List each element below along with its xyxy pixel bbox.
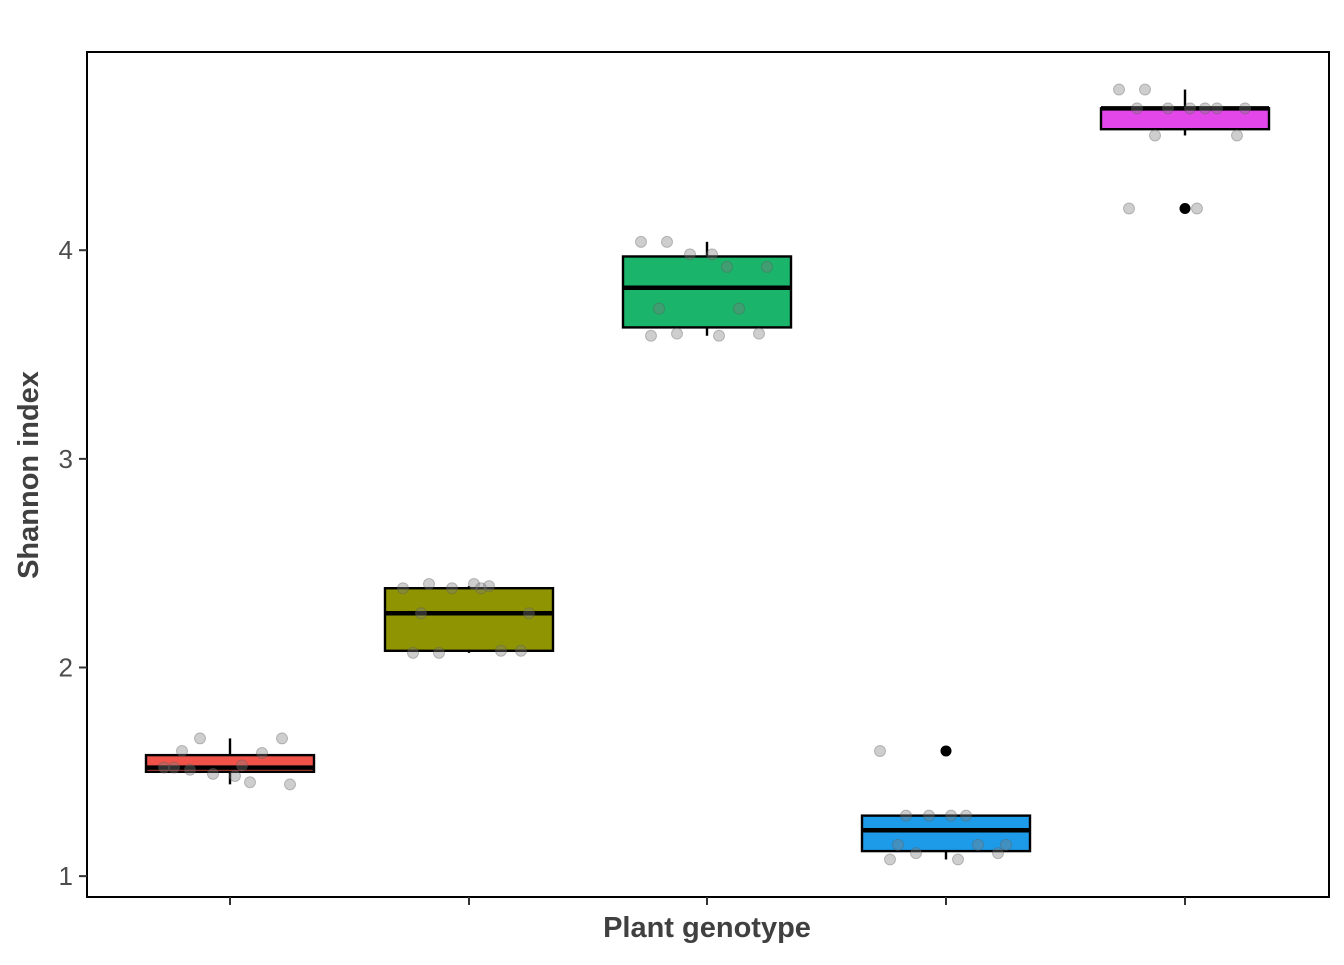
data-point	[874, 744, 886, 757]
data-point	[1191, 202, 1203, 215]
data-point	[945, 809, 957, 822]
data-point	[158, 761, 170, 774]
data-point	[276, 732, 288, 745]
data-point	[992, 847, 1004, 860]
data-point	[1239, 102, 1251, 115]
data-point	[256, 747, 268, 760]
data-point	[446, 582, 458, 595]
data-point	[433, 646, 445, 659]
data-point	[184, 763, 196, 776]
data-point	[1131, 102, 1143, 115]
data-point	[1139, 83, 1151, 96]
data-point	[635, 235, 647, 248]
axes-layer: 1 2 3 4	[59, 51, 1330, 905]
data-point	[423, 578, 435, 591]
data-point	[671, 327, 683, 340]
data-point	[753, 327, 765, 340]
data-point	[721, 260, 733, 273]
data-point	[284, 778, 296, 791]
data-point	[1123, 202, 1135, 215]
y-tick-label: 4	[59, 235, 73, 265]
data-point	[244, 776, 256, 789]
data-point	[1184, 102, 1196, 115]
data-point	[415, 607, 427, 620]
y-tick-label: 2	[59, 652, 73, 682]
data-point	[884, 853, 896, 866]
data-point	[910, 847, 922, 860]
box-2	[383, 587, 555, 653]
data-point	[1211, 102, 1223, 115]
data-point	[645, 329, 657, 342]
data-point	[761, 260, 773, 273]
data-point	[713, 329, 725, 342]
y-axis-title: Shannon index	[13, 371, 45, 579]
data-point	[661, 235, 673, 248]
data-point	[923, 809, 935, 822]
data-point	[483, 580, 495, 593]
points-layer	[158, 83, 1251, 866]
boxes-layer	[144, 89, 1271, 860]
data-point	[468, 578, 480, 591]
data-point	[1231, 129, 1243, 142]
data-point	[229, 769, 241, 782]
data-point	[733, 302, 745, 315]
data-point	[207, 767, 219, 780]
data-point	[1149, 129, 1161, 142]
data-point	[1199, 102, 1211, 115]
y-tick-label: 3	[59, 444, 73, 474]
data-point	[1162, 102, 1174, 115]
data-point	[684, 248, 696, 261]
y-tick-label: 1	[59, 861, 73, 891]
data-point	[236, 759, 248, 772]
outlier-point	[940, 745, 952, 757]
data-point	[960, 809, 972, 822]
data-point	[168, 761, 180, 774]
data-point	[972, 838, 984, 851]
data-point	[952, 853, 964, 866]
data-point	[397, 582, 409, 595]
data-point	[495, 644, 507, 657]
data-point	[706, 248, 718, 261]
data-point	[1113, 83, 1125, 96]
data-point	[407, 646, 419, 659]
data-point	[515, 644, 527, 657]
data-point	[653, 302, 665, 315]
box-3	[621, 255, 793, 329]
x-axis-title: Plant genotype	[603, 912, 811, 944]
data-point	[523, 607, 535, 620]
data-point	[900, 809, 912, 822]
data-point	[176, 744, 188, 757]
outlier-point	[1179, 202, 1191, 214]
data-point	[194, 732, 206, 745]
data-point	[475, 582, 487, 595]
box-4	[860, 814, 1032, 853]
data-point	[1000, 838, 1012, 851]
data-point	[892, 838, 904, 851]
